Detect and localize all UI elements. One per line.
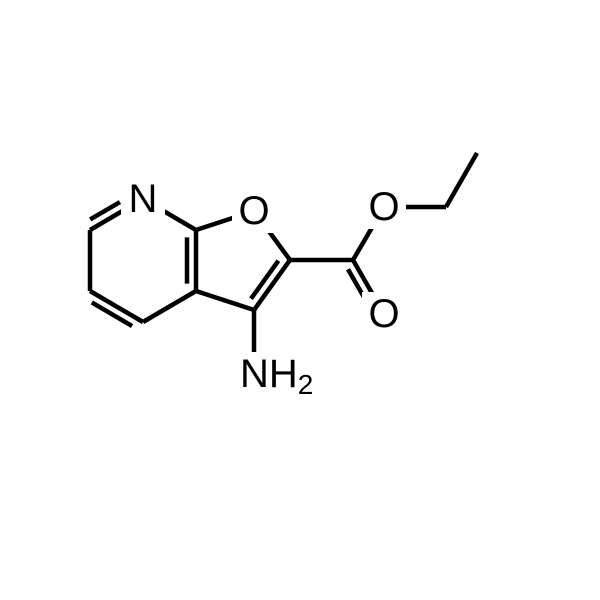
svg-text:O: O — [368, 185, 399, 229]
svg-text:O: O — [368, 292, 399, 336]
chemical-structure-svg: N O NH2 O O — [0, 0, 600, 600]
svg-text:N: N — [129, 177, 158, 221]
atom-label-o: O — [232, 189, 276, 233]
atom-label-nh: NH2 — [232, 352, 321, 400]
bond-line — [196, 291, 254, 310]
svg-text:O: O — [238, 189, 269, 233]
atom-label-o: O — [362, 292, 406, 336]
bond-line — [143, 291, 196, 322]
bond-line — [446, 153, 477, 207]
atom-label-n: N — [121, 177, 165, 221]
atom-label-o: O — [362, 185, 406, 229]
